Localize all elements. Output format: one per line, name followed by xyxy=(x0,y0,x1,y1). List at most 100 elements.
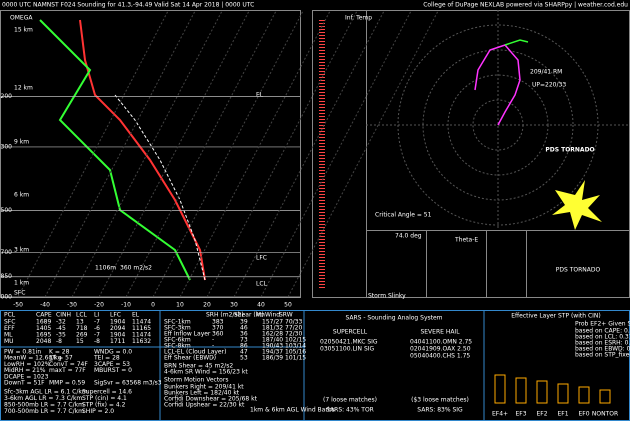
table-header: LI xyxy=(94,312,99,319)
isotherm xyxy=(287,10,439,298)
table-cell: 73 xyxy=(240,337,248,344)
lapse: Sfc-3km AGL LR = 6.1 C/km xyxy=(4,389,88,396)
temp-label: 20 xyxy=(203,302,211,309)
stp-box xyxy=(515,377,527,404)
table-cell: SFC-6km xyxy=(164,337,191,344)
el-label: EL xyxy=(256,92,264,99)
table-cell: -8 xyxy=(94,338,100,345)
index: STP (fix) = 4.2 xyxy=(82,402,126,409)
temp-label: -40 xyxy=(40,302,50,309)
table-cell: 103/14 xyxy=(285,343,306,350)
stp-prob: based on EBWD: 0.29 xyxy=(575,346,630,353)
stp-category: EF2 xyxy=(536,411,547,418)
table-cell: 39 xyxy=(240,319,248,326)
table-cell: 1904 xyxy=(110,332,125,339)
stat: DownT = 51F xyxy=(4,380,45,387)
pds-frame xyxy=(526,230,630,298)
table-cell: -6 xyxy=(94,325,100,332)
sars-result: SARS: 83% SIG xyxy=(417,407,463,414)
table-header: SRH (m2/s2) xyxy=(206,312,244,319)
stat: TEI = 28 xyxy=(93,355,120,362)
index: Supercell = 14.6 xyxy=(82,389,132,396)
stp-prob: based on ESRH: 0.36 xyxy=(575,340,630,347)
table-cell: -45 xyxy=(56,325,66,332)
height-label: 6 km xyxy=(14,192,29,199)
table-header: CAPE xyxy=(36,312,52,319)
panel-title: Inf. Temp xyxy=(345,15,372,22)
hodo-label: 209/41 RM xyxy=(530,69,562,76)
wind-frame xyxy=(486,230,527,298)
sars-head: SUPERCELL xyxy=(333,329,368,336)
height-label: 15 km xyxy=(14,27,33,34)
table-cell: 181/32 xyxy=(262,325,283,332)
stat: PW = 0.81in xyxy=(4,349,41,356)
table-cell: 36 xyxy=(240,331,248,338)
table-cell: 11165 xyxy=(132,325,151,332)
sars-result: SARS: 43% TOR xyxy=(326,407,374,414)
table-header: PCL xyxy=(4,312,16,319)
stp-prob-title: Prob EF2+ Given Supercell xyxy=(575,321,630,328)
table-cell: 157/27 xyxy=(262,319,283,326)
temp-label: -10 xyxy=(121,302,131,309)
table-cell: 46 xyxy=(240,325,248,332)
table-cell: 11474 xyxy=(132,319,151,326)
table-cell: 1689 xyxy=(36,319,51,326)
table-cell: 77/20 xyxy=(285,325,302,332)
isotherm xyxy=(206,10,358,298)
pressure-label: 1000 xyxy=(0,294,12,301)
isotherm xyxy=(233,10,385,298)
height-label: 9 km xyxy=(14,139,29,146)
index: STP (cin) = 4.1 xyxy=(82,395,127,402)
table-cell: SFC-3km xyxy=(164,325,191,332)
table-cell: -7 xyxy=(94,332,100,339)
table-header: MnWind xyxy=(256,312,280,319)
table-cell: 11474 xyxy=(132,332,151,339)
motion: Corfidi Downshear = 205/68 kt xyxy=(164,396,258,403)
table-cell: 190/43 xyxy=(262,343,283,350)
height-label: SFC xyxy=(14,290,25,297)
table-cell: 13 xyxy=(76,319,84,326)
table-cell: MU xyxy=(4,338,14,345)
skewt-frame xyxy=(0,10,301,298)
height-label: 12 km xyxy=(14,85,33,92)
stat: MeanW = 12.6g/kg xyxy=(4,355,62,362)
slinky-frame xyxy=(366,230,427,298)
stp-category: NONTOR xyxy=(592,411,618,418)
sars-match: 02050421.MKC SIG xyxy=(320,339,378,346)
table-cell: ML xyxy=(4,332,13,339)
temp-label: -20 xyxy=(94,302,104,309)
table-cell: 47 xyxy=(240,349,248,356)
stp-prob: based on CAPE: 0.2 xyxy=(575,328,630,335)
hodo-label: Critical Angle = 51 xyxy=(375,212,432,219)
table-cell: 86 xyxy=(240,343,248,350)
stp-box xyxy=(494,374,506,404)
sars-match: 03051100.LIN SIG xyxy=(320,346,375,353)
stat: TT = 57 xyxy=(48,355,73,362)
table-cell: 1711 xyxy=(110,338,125,345)
stp-box xyxy=(536,380,548,404)
table-cell: 186/39 xyxy=(262,355,283,362)
isotherm xyxy=(17,10,169,298)
stp-category: EF4+ xyxy=(492,411,508,418)
table-cell: 101/15 xyxy=(285,355,306,362)
isotherm xyxy=(125,10,277,298)
stat: 4-6km SR Wind = 156/23 kt xyxy=(164,369,248,376)
pressure-label: 700 xyxy=(1,249,13,256)
stp-box xyxy=(578,386,590,404)
table-cell: 718 xyxy=(76,325,88,332)
table-cell: - xyxy=(212,355,214,362)
table-cell: 15 xyxy=(76,338,84,345)
panel-label: Theta-E xyxy=(454,237,478,244)
isotherm xyxy=(152,10,304,298)
pressure-label: 500 xyxy=(1,207,13,214)
stp-category: EF3 xyxy=(515,411,526,418)
table-cell: -35 xyxy=(56,332,66,339)
pds-star xyxy=(552,180,602,230)
parcel-trace xyxy=(114,94,206,281)
stat: 3CAPE = 53 xyxy=(94,361,130,368)
stat: MBURST = 0 xyxy=(94,367,132,374)
stat: MidRH = 21% xyxy=(4,367,46,374)
stat: ConvT = 74F xyxy=(49,361,88,368)
table-cell: - xyxy=(212,337,214,344)
